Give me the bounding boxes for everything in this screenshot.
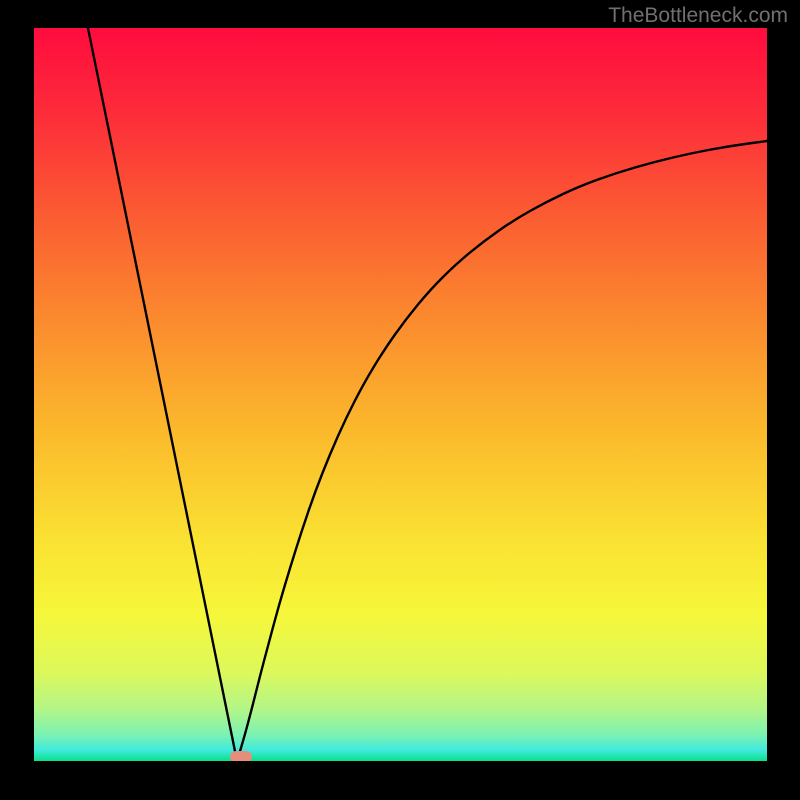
chart-svg: [34, 28, 767, 761]
watermark-text: TheBottleneck.com: [608, 4, 788, 28]
chart-container: TheBottleneck.com: [0, 0, 800, 800]
plot-area: [34, 28, 767, 761]
minimum-marker: [230, 751, 252, 761]
gradient-background: [34, 28, 767, 761]
